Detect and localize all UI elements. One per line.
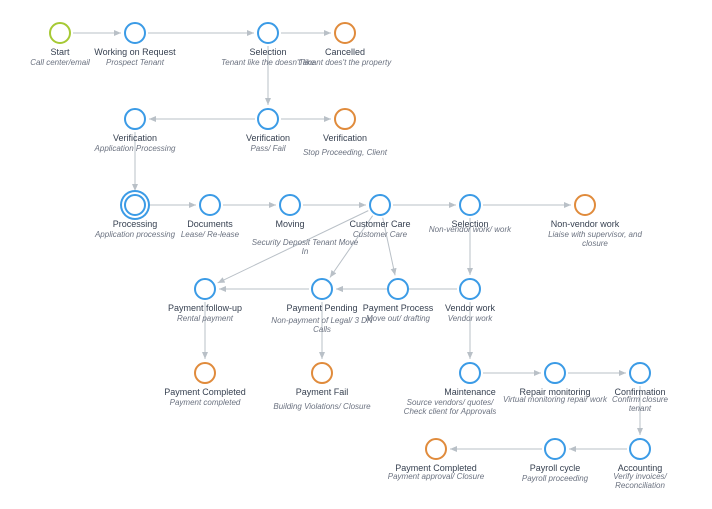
node-pcomp1: Payment CompletedPayment completed (150, 362, 260, 407)
node-confirm: Confirmation (585, 362, 695, 397)
edge-label: Security Deposit Tenant Move In (250, 238, 360, 256)
node-circle (574, 194, 596, 216)
node-subtitle: Pass/ Fail (250, 144, 285, 153)
node-title: Cancelled (325, 47, 365, 57)
node-title: Processing (113, 219, 158, 229)
node-title: Verification (246, 133, 290, 143)
node-subtitle: Customer Care (353, 230, 407, 239)
node-circle (124, 194, 146, 216)
node-pflw: Payment follow-upRental payment (150, 278, 260, 323)
edge-label: Payment approval/ Closure (388, 472, 485, 481)
node-circle (629, 362, 651, 384)
node-title: Verification (113, 133, 157, 143)
node-circle (387, 278, 409, 300)
flowchart-canvas: StartCall center/emailWorking on Request… (0, 0, 712, 509)
node-sel2: Selection (415, 194, 525, 229)
node-title: Verification (323, 133, 367, 143)
node-circle (194, 278, 216, 300)
node-cancel: Cancelled (290, 22, 400, 57)
node-title: Customer Care (349, 219, 410, 229)
node-title: Start (50, 47, 69, 57)
node-circle (257, 22, 279, 44)
node-circle (334, 108, 356, 130)
node-subtitle: Rental payment (177, 314, 233, 323)
edge-label: Source vendors/ quotes/ Check client for… (395, 398, 505, 416)
node-title: Documents (187, 219, 233, 229)
edge-label: Tenant does't the property (299, 58, 391, 67)
edge-label: Virtual monitoring repair work (503, 395, 607, 404)
node-title: Vendor work (445, 303, 495, 313)
node-pfail: Payment Fail (267, 362, 377, 397)
node-title: Payment Completed (164, 387, 246, 397)
edge-label: Non-payment of Legal/ 3 DN Calls (267, 316, 377, 334)
node-title: Payment Fail (296, 387, 349, 397)
edge-label: Non-vendor work/ work (429, 225, 511, 234)
node-pcomp2: Payment Completed (381, 438, 491, 473)
node-circle (311, 362, 333, 384)
node-circle (459, 278, 481, 300)
node-circle (629, 438, 651, 460)
node-nonv: Non-vendor work (530, 194, 640, 229)
node-circle (459, 194, 481, 216)
node-circle (459, 362, 481, 384)
node-circle (369, 194, 391, 216)
node-title: Maintenance (444, 387, 496, 397)
node-subtitle: Payroll proceeding (522, 474, 588, 483)
node-circle (425, 438, 447, 460)
edge-label: Verify invoices/ Reconciliation (604, 472, 676, 490)
node-title: Payroll cycle (530, 463, 581, 473)
node-subtitle: Prospect Tenant (106, 58, 164, 67)
edge-label: Stop Proceeding, Client (303, 148, 387, 157)
edge-label: Liaise with supervisor, and closure (540, 230, 650, 248)
node-subtitle: Vendor work (448, 314, 493, 323)
node-subtitle: Application Processing (95, 144, 176, 153)
node-circle (257, 108, 279, 130)
node-verif3: Verification (290, 108, 400, 143)
node-title: Selection (249, 47, 286, 57)
node-title: Working on Request (94, 47, 175, 57)
node-subtitle: Payment completed (170, 398, 241, 407)
edge-label: Confirm closure tenant (604, 395, 676, 413)
node-subtitle: Lease/ Re-lease (181, 230, 239, 239)
node-title: Moving (275, 219, 304, 229)
node-circle (124, 22, 146, 44)
edge-label: Building Violations/ Closure (273, 402, 370, 411)
node-circle (194, 362, 216, 384)
node-vwork: Vendor workVendor work (415, 278, 525, 323)
node-circle (279, 194, 301, 216)
node-working: Working on RequestProspect Tenant (80, 22, 190, 67)
node-acct: Accounting (585, 438, 695, 473)
node-circle (311, 278, 333, 300)
node-circle (199, 194, 221, 216)
node-circle (544, 438, 566, 460)
node-circle (334, 22, 356, 44)
node-circle (124, 108, 146, 130)
node-title: Non-vendor work (551, 219, 620, 229)
node-title: Payment follow-up (168, 303, 242, 313)
node-circle (544, 362, 566, 384)
node-circle (49, 22, 71, 44)
node-verif1: VerificationApplication Processing (80, 108, 190, 153)
